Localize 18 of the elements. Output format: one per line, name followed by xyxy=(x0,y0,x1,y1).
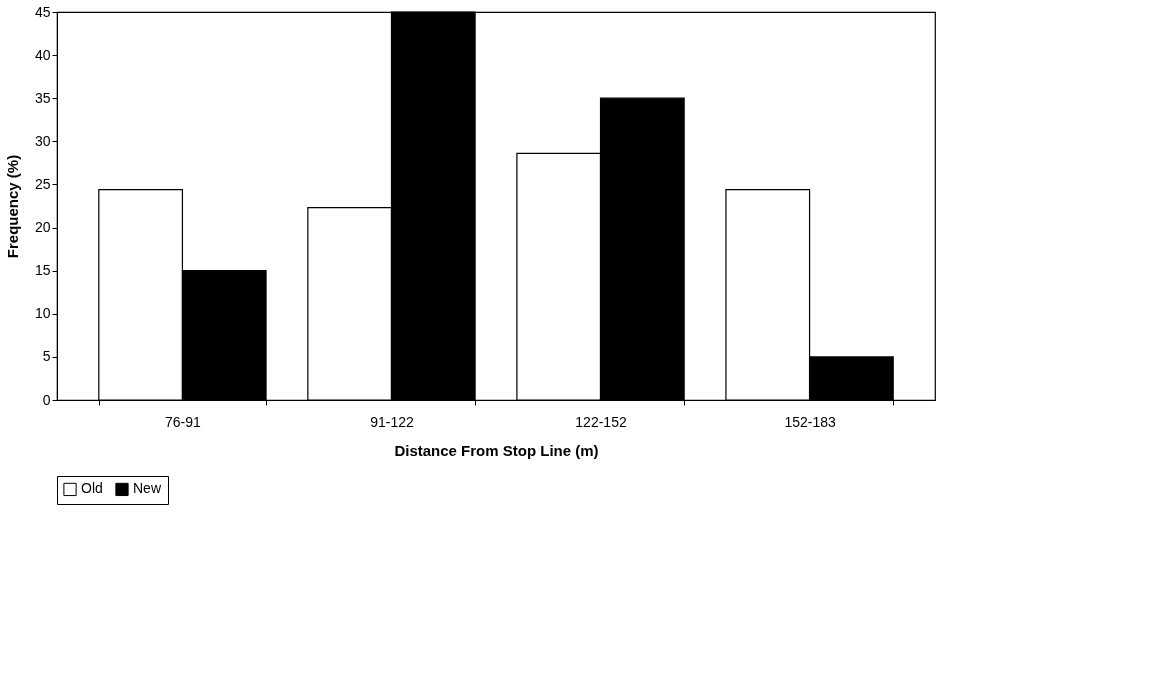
y-tick-label: 10 xyxy=(34,305,51,322)
y-tick-label: 30 xyxy=(34,132,51,149)
y-tick-label: 25 xyxy=(34,175,51,192)
y-tick-label: 0 xyxy=(42,391,51,408)
y-axis-title: Frequency (%) xyxy=(3,154,21,259)
legend-label: New xyxy=(133,480,162,497)
x-tick-label: 76-91 xyxy=(165,413,202,430)
x-axis-title: Distance From Stop Line (m) xyxy=(394,441,599,459)
x-tick-label: 91-122 xyxy=(370,413,414,430)
y-tick-label: 20 xyxy=(34,219,51,236)
y-tick-label: 5 xyxy=(42,348,51,365)
x-tick-label: 122-152 xyxy=(575,413,627,430)
x-tick-label: 152-183 xyxy=(784,413,836,430)
legend-label: Old xyxy=(81,480,103,497)
y-tick-label: 45 xyxy=(34,3,51,20)
y-tick-label: 35 xyxy=(34,89,51,106)
y-tick-label: 40 xyxy=(34,46,51,63)
y-tick-label: 15 xyxy=(34,262,51,279)
